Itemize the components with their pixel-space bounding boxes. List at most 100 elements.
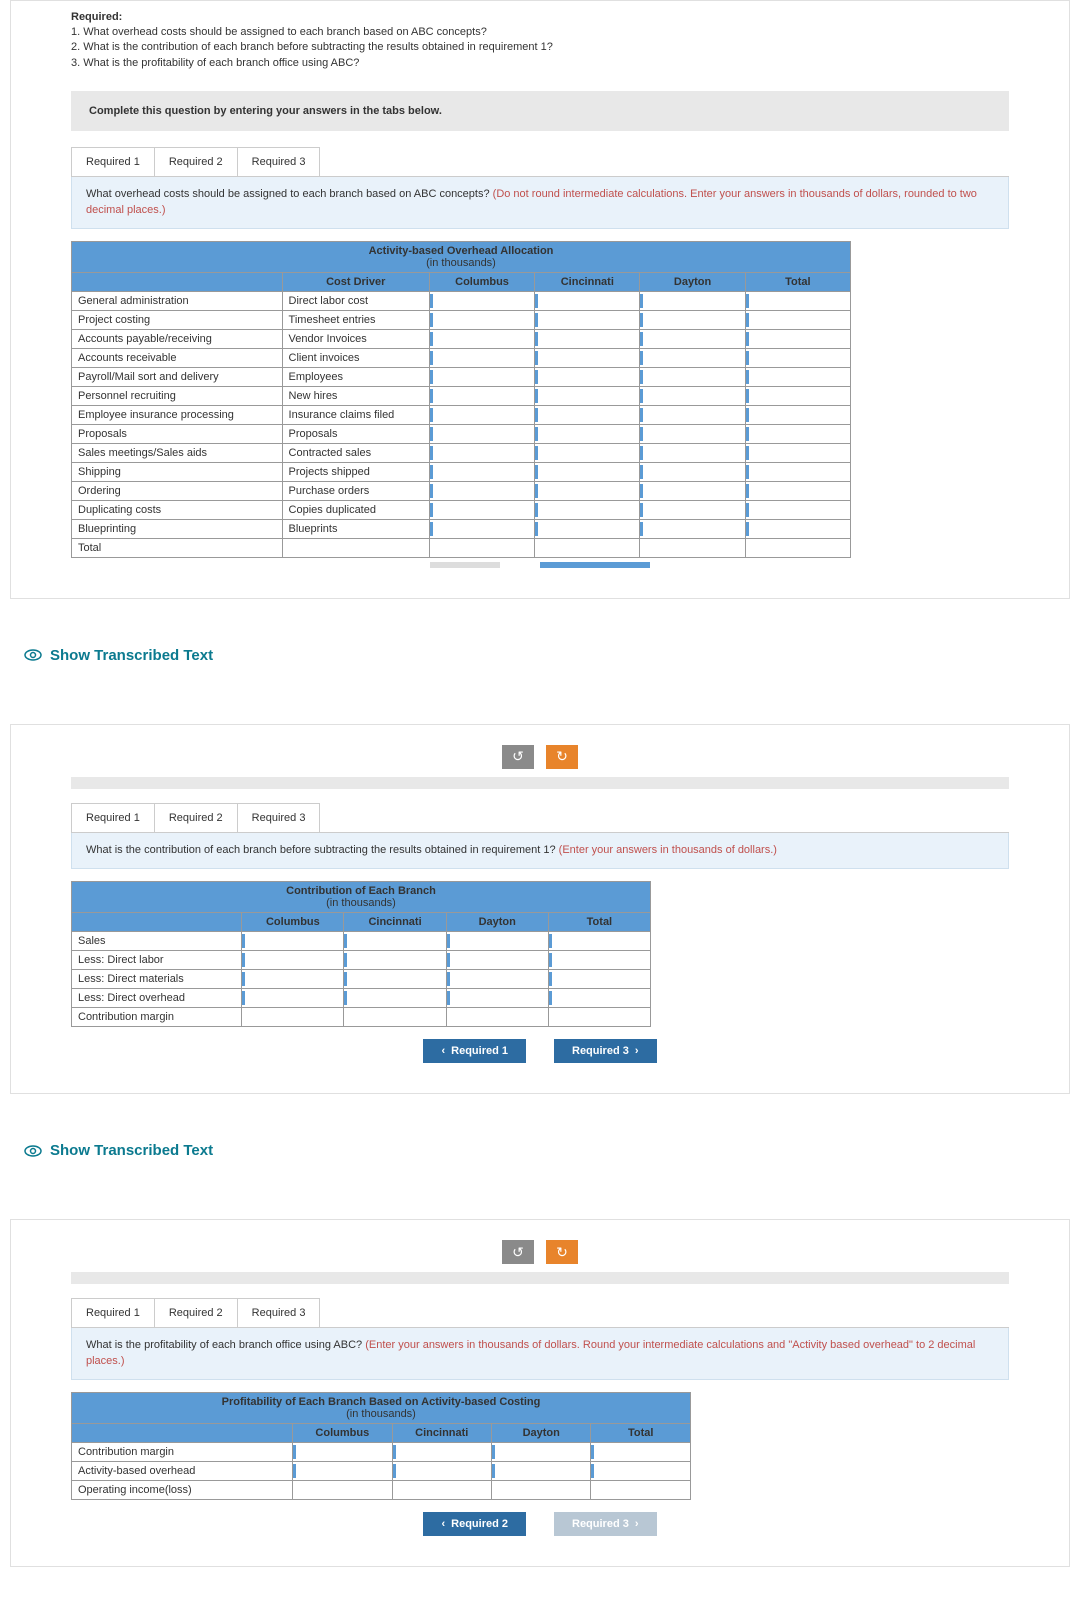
input-cell[interactable] (344, 970, 446, 989)
input-cell[interactable] (591, 1462, 691, 1481)
input-cell[interactable] (429, 310, 534, 329)
input-cell[interactable] (535, 500, 640, 519)
input-cell[interactable] (745, 462, 850, 481)
tab-required-1[interactable]: Required 1 (71, 147, 155, 176)
input-cell[interactable] (293, 1443, 392, 1462)
nav-prev-2[interactable]: ‹Required 1 (423, 1039, 526, 1063)
input-cell[interactable] (535, 405, 640, 424)
input-cell[interactable] (446, 932, 548, 951)
table-row: Proposals (72, 424, 283, 443)
input-cell[interactable] (745, 500, 850, 519)
nav-prev-3[interactable]: ‹Required 2 (423, 1512, 526, 1536)
input-cell[interactable] (745, 519, 850, 538)
input-cell[interactable] (535, 443, 640, 462)
input-cell[interactable] (640, 329, 745, 348)
show-transcribed-2[interactable]: Show Transcribed Text (10, 1124, 1070, 1219)
input-cell[interactable] (745, 329, 850, 348)
undo-button[interactable]: ↺ (502, 745, 534, 769)
input-cell[interactable] (429, 386, 534, 405)
input-cell[interactable] (640, 443, 745, 462)
section1-card: Required: 1. What overhead costs should … (10, 0, 1070, 599)
input-cell[interactable] (640, 310, 745, 329)
input-cell[interactable] (640, 367, 745, 386)
input-cell[interactable] (640, 348, 745, 367)
input-cell[interactable] (535, 424, 640, 443)
redo-button[interactable]: ↻ (546, 745, 578, 769)
input-cell[interactable] (392, 1443, 491, 1462)
input-cell[interactable] (640, 500, 745, 519)
tab2-required-1[interactable]: Required 1 (71, 803, 155, 832)
input-cell[interactable] (344, 989, 446, 1008)
input-cell[interactable] (242, 932, 344, 951)
input-cell[interactable] (745, 386, 850, 405)
input-cell[interactable] (446, 970, 548, 989)
input-cell[interactable] (745, 424, 850, 443)
input-cell[interactable] (548, 970, 650, 989)
tab-required-3[interactable]: Required 3 (237, 147, 321, 176)
input-cell[interactable] (446, 989, 548, 1008)
input-cell[interactable] (640, 519, 745, 538)
input-cell[interactable] (429, 367, 534, 386)
input-cell[interactable] (535, 291, 640, 310)
input-cell[interactable] (429, 348, 534, 367)
input-cell[interactable] (535, 462, 640, 481)
tab2-required-3[interactable]: Required 3 (237, 803, 321, 832)
input-cell[interactable] (429, 405, 534, 424)
table-1-h-driver: Cost Driver (282, 272, 429, 291)
tab2-required-2[interactable]: Required 2 (154, 803, 238, 832)
tab3-required-1[interactable]: Required 1 (71, 1298, 155, 1327)
input-cell[interactable] (745, 310, 850, 329)
eye-icon (24, 1144, 42, 1158)
input-cell[interactable] (640, 405, 745, 424)
input-cell[interactable] (429, 443, 534, 462)
tab3-required-2[interactable]: Required 2 (154, 1298, 238, 1327)
input-cell[interactable] (640, 424, 745, 443)
input-cell[interactable] (745, 348, 850, 367)
input-cell[interactable] (429, 519, 534, 538)
input-cell[interactable] (429, 500, 534, 519)
input-cell[interactable] (745, 291, 850, 310)
input-cell[interactable] (446, 951, 548, 970)
input-cell[interactable] (548, 989, 650, 1008)
input-cell[interactable] (429, 424, 534, 443)
input-cell[interactable] (492, 1443, 591, 1462)
undo-button[interactable]: ↺ (502, 1240, 534, 1264)
redo-button[interactable]: ↻ (546, 1240, 578, 1264)
input-cell[interactable] (640, 291, 745, 310)
input-cell[interactable] (535, 367, 640, 386)
input-cell[interactable] (429, 481, 534, 500)
input-cell[interactable] (429, 462, 534, 481)
nav-next-3: Required 3› (554, 1512, 657, 1536)
input-cell[interactable] (492, 1462, 591, 1481)
input-cell[interactable] (242, 989, 344, 1008)
show-transcribed-1[interactable]: Show Transcribed Text (10, 629, 1070, 724)
input-cell[interactable] (344, 932, 446, 951)
input-cell[interactable] (640, 386, 745, 405)
input-cell[interactable] (745, 481, 850, 500)
input-cell[interactable] (242, 951, 344, 970)
input-cell[interactable] (344, 951, 446, 970)
input-cell[interactable] (745, 443, 850, 462)
input-cell[interactable] (640, 462, 745, 481)
input-cell[interactable] (535, 329, 640, 348)
input-cell[interactable] (745, 405, 850, 424)
input-cell[interactable] (640, 481, 745, 500)
tab3-required-3[interactable]: Required 3 (237, 1298, 321, 1327)
nav-next-2[interactable]: Required 3› (554, 1039, 657, 1063)
input-cell[interactable] (429, 291, 534, 310)
tabs-1: Required 1 Required 2 Required 3 (71, 147, 1009, 177)
input-cell[interactable] (242, 970, 344, 989)
input-cell[interactable] (535, 310, 640, 329)
input-cell[interactable] (392, 1462, 491, 1481)
input-cell[interactable] (548, 932, 650, 951)
input-cell[interactable] (535, 386, 640, 405)
input-cell[interactable] (535, 481, 640, 500)
input-cell[interactable] (591, 1443, 691, 1462)
input-cell[interactable] (548, 951, 650, 970)
input-cell[interactable] (535, 519, 640, 538)
input-cell[interactable] (535, 348, 640, 367)
input-cell[interactable] (745, 367, 850, 386)
tab-required-2[interactable]: Required 2 (154, 147, 238, 176)
input-cell[interactable] (293, 1462, 392, 1481)
input-cell[interactable] (429, 329, 534, 348)
